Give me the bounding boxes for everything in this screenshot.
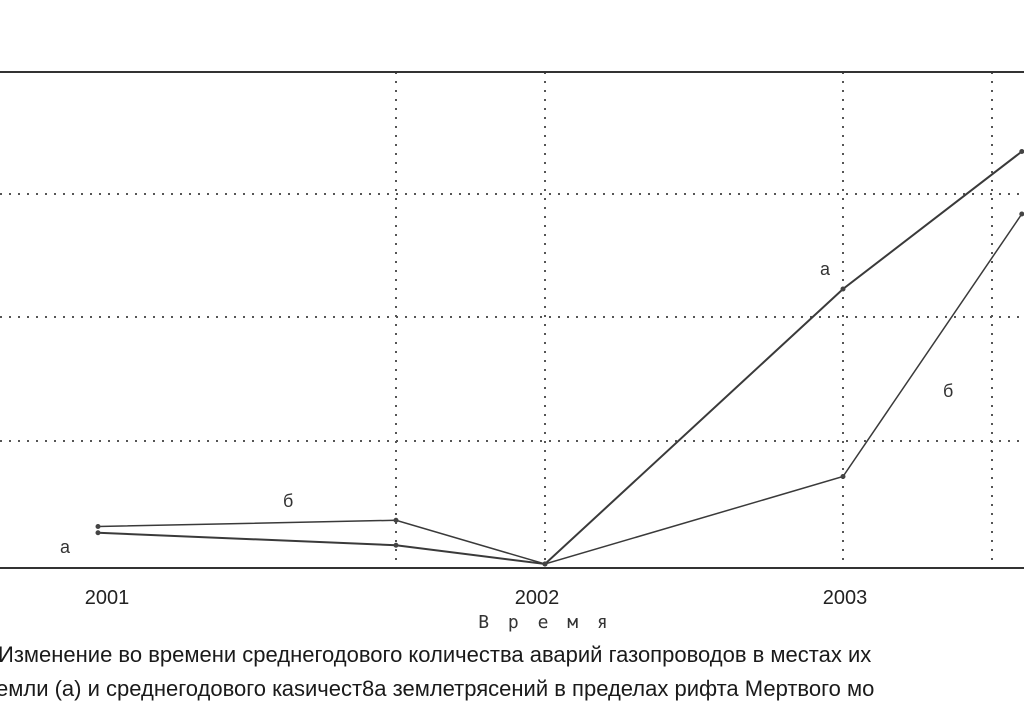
x-tick-label: 2001 — [85, 587, 130, 609]
x-tick-label: 2002 — [515, 587, 560, 609]
series-line-a — [97, 150, 1023, 566]
data-point — [840, 474, 846, 479]
data-point — [95, 524, 101, 529]
data-point — [95, 530, 101, 536]
x-tick-label: 2003 — [823, 587, 868, 609]
grid-lines — [0, 72, 1024, 568]
x-tick-labels: 2001 2002 2003 — [85, 587, 868, 609]
series-label: а — [820, 259, 831, 279]
x-axis-label: В р е м я — [478, 612, 612, 633]
caption-line-2: емли (а) и среднегодового кasичест8a зем… — [0, 676, 875, 701]
series-group: а а б б — [60, 149, 1024, 567]
chart-area: а а б б 2001 2002 2003 В р е м я — [0, 71, 1024, 633]
series-label: а — [60, 537, 71, 557]
series-label: б — [943, 381, 953, 401]
caption-line-1: Изменение во времени среднегодового коли… — [0, 642, 872, 667]
data-point — [542, 561, 548, 567]
data-point — [393, 517, 399, 523]
data-point — [1019, 211, 1024, 217]
data-point — [393, 542, 399, 548]
data-point — [1019, 149, 1024, 154]
series-label: б — [283, 491, 293, 511]
data-point — [840, 286, 846, 292]
plot-frame — [0, 71, 1024, 569]
series-line-b — [97, 213, 1023, 565]
